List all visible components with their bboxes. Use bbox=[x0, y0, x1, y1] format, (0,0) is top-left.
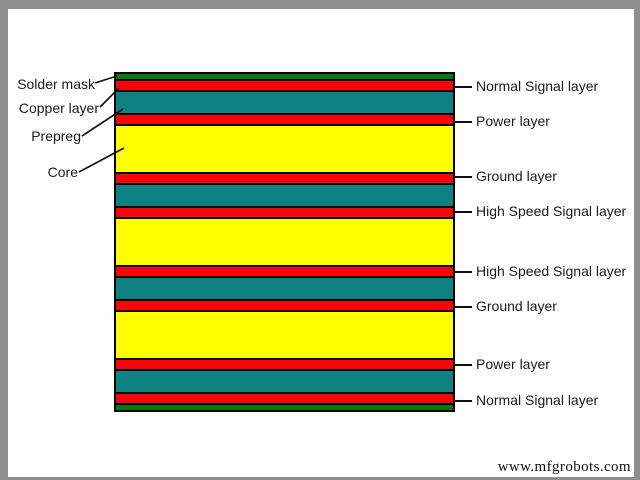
leader-tick bbox=[454, 120, 472, 123]
stack-layer-prepreg bbox=[116, 90, 453, 113]
stack-layer-solder-mask bbox=[116, 74, 453, 79]
stack-layer-copper bbox=[116, 392, 453, 403]
stack-layer-copper bbox=[116, 299, 453, 310]
stack-layer-copper bbox=[116, 358, 453, 369]
label-copper-layer: Copper layer bbox=[18, 100, 99, 116]
stack-layer-core bbox=[116, 217, 453, 265]
leader-tick bbox=[454, 399, 472, 402]
leader-tick bbox=[454, 175, 472, 178]
label-high-speed-top: High Speed Signal layer bbox=[476, 203, 627, 219]
leader-tick bbox=[454, 85, 472, 88]
stack-layer-core bbox=[116, 124, 453, 172]
label-solder-mask: Solder mask bbox=[17, 76, 95, 92]
pcb-stack bbox=[114, 72, 455, 412]
stack-layer-copper bbox=[116, 265, 453, 276]
label-power-top: Power layer bbox=[476, 113, 550, 129]
stack-layer-prepreg bbox=[116, 276, 453, 299]
label-prepreg: Prepreg bbox=[31, 128, 81, 144]
leader-tick bbox=[454, 305, 472, 308]
label-ground-top: Ground layer bbox=[476, 168, 557, 184]
stack-layer-prepreg bbox=[116, 369, 453, 392]
stack-layer-prepreg bbox=[116, 183, 453, 206]
label-row-normal-signal-bottom: Normal Signal layer bbox=[454, 392, 598, 409]
stack-layer-solder-mask bbox=[116, 403, 453, 410]
label-row-normal-signal-top: Normal Signal layer bbox=[454, 78, 598, 95]
stack-layer-copper bbox=[116, 79, 453, 90]
label-normal-signal-top: Normal Signal layer bbox=[476, 78, 599, 94]
leader-tick bbox=[454, 363, 472, 366]
leader-tick bbox=[454, 270, 472, 273]
label-row-ground-bottom: Ground layer bbox=[454, 298, 557, 315]
label-row-ground-top: Ground layer bbox=[454, 168, 557, 185]
leader-tick bbox=[454, 210, 472, 213]
label-row-high-speed-bottom: High Speed Signal layer bbox=[454, 263, 626, 280]
label-row-power-top: Power layer bbox=[454, 113, 550, 130]
stack-layer-core bbox=[116, 310, 453, 358]
stack-layer-copper bbox=[116, 206, 453, 217]
watermark: www.mfgrobots.com bbox=[497, 459, 631, 475]
label-core: Core bbox=[47, 164, 78, 180]
stack-layer-copper bbox=[116, 113, 453, 124]
label-power-bottom: Power layer bbox=[476, 356, 550, 372]
label-ground-bottom: Ground layer bbox=[476, 298, 557, 314]
label-row-high-speed-top: High Speed Signal layer bbox=[454, 203, 626, 220]
label-normal-signal-bottom: Normal Signal layer bbox=[476, 392, 599, 408]
label-high-speed-bottom: High Speed Signal layer bbox=[476, 263, 627, 279]
stack-layer-copper bbox=[116, 172, 453, 183]
label-row-power-bottom: Power layer bbox=[454, 356, 550, 373]
